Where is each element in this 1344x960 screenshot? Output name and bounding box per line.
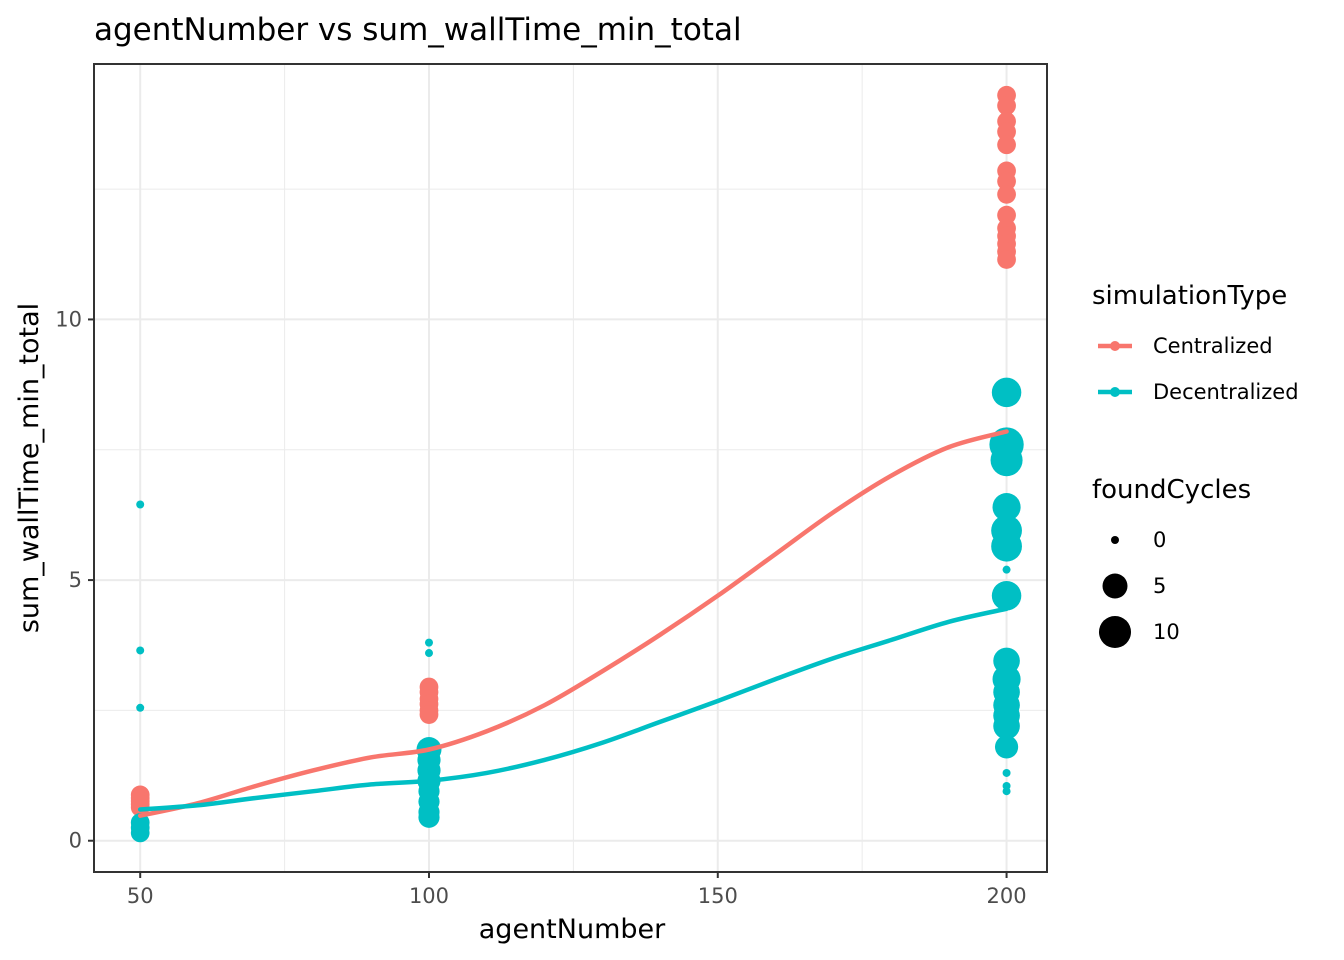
- centralized-point: [997, 122, 1016, 142]
- decentralized-point: [1002, 768, 1011, 777]
- legend: simulationType CentralizedDecentralized …: [1092, 281, 1299, 649]
- decentralized-point: [994, 735, 1019, 759]
- legend-size-label: 10: [1153, 620, 1180, 644]
- centralized-point: [997, 135, 1016, 155]
- plot-panel-border: [93, 63, 1048, 873]
- chart-title: agentNumber vs sum_wallTime_min_total: [94, 12, 742, 48]
- decentralized-point: [992, 493, 1021, 522]
- decentralized-point: [424, 649, 433, 658]
- decentralized-point: [136, 500, 145, 509]
- x-tick-label: 150: [698, 884, 738, 908]
- legend-label-decentralized: Decentralized: [1153, 380, 1299, 404]
- y-tick-label: 0: [69, 829, 82, 853]
- legend-size-key-point: [1102, 573, 1128, 599]
- centralized-smooth-line: [137, 429, 1009, 818]
- y-axis: 0 5 10: [55, 307, 94, 853]
- legend-size-keys: 0 5 10: [1098, 528, 1180, 649]
- decentralized-point: [991, 377, 1022, 408]
- legend-size-label: 0: [1153, 528, 1166, 552]
- legend-label-centralized: Centralized: [1153, 334, 1273, 358]
- decentralized-point: [424, 638, 433, 647]
- centralized-point: [997, 184, 1016, 204]
- x-tick-label: 200: [987, 884, 1027, 908]
- decentralized-point: [1002, 565, 1011, 574]
- plot-background: [94, 64, 1047, 872]
- y-axis-title: sum_wallTime_min_total: [14, 303, 45, 633]
- centralized-point: [997, 171, 1016, 191]
- decentralized-point: [130, 823, 150, 843]
- centralized-point: [997, 205, 1016, 225]
- x-tick-label: 100: [409, 884, 449, 908]
- legend-size-key-point: [1111, 536, 1119, 544]
- legend-key-centralized-point: [1110, 341, 1120, 351]
- decentralized-point: [418, 806, 440, 828]
- y-tick-label: 5: [69, 568, 82, 592]
- decentralized-smooth-line: [137, 606, 1009, 812]
- decentralized-point: [993, 712, 1020, 740]
- decentralized-point: [1002, 787, 1011, 796]
- x-axis-title: agentNumber: [479, 914, 666, 945]
- centralized-point: [997, 250, 1016, 269]
- y-tick-label: 10: [55, 307, 82, 331]
- decentralized-point: [136, 646, 145, 655]
- legend-size-title: foundCycles: [1092, 475, 1251, 505]
- x-axis: 50 100 150 200: [127, 872, 1027, 908]
- centralized-point: [419, 705, 439, 724]
- decentralized-point: [991, 580, 1022, 611]
- legend-color-title: simulationType: [1092, 281, 1287, 311]
- legend-size-key-point: [1098, 615, 1132, 649]
- legend-color-keys: Centralized Decentralized: [1098, 334, 1299, 404]
- decentralized-point: [990, 444, 1023, 477]
- centralized-point: [997, 96, 1016, 116]
- legend-key-decentralized-point: [1110, 387, 1120, 397]
- plot-series: [130, 85, 1024, 843]
- decentralized-point: [136, 703, 145, 712]
- legend-size-label: 5: [1153, 574, 1166, 598]
- decentralized-point: [991, 530, 1022, 562]
- x-tick-label: 50: [127, 884, 154, 908]
